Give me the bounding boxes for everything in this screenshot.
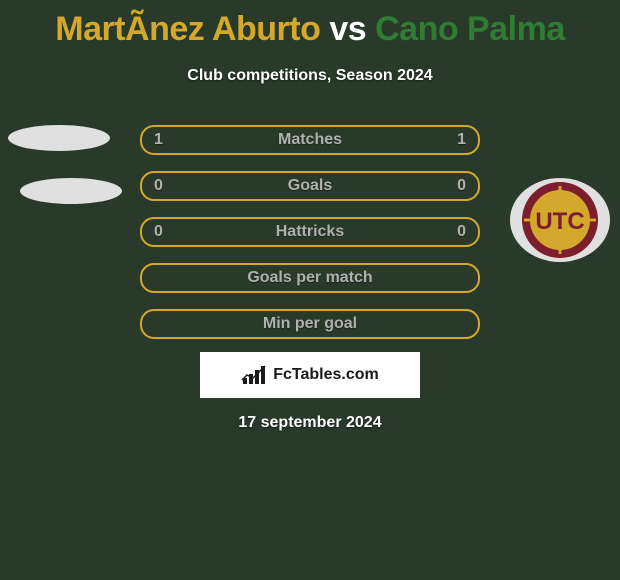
stat-row-hattricks: Hattricks 0 0 — [140, 217, 480, 247]
stat-label: Hattricks — [276, 223, 344, 241]
attribution-box: FcTables.com — [200, 352, 420, 398]
stat-value-left: 0 — [154, 223, 163, 241]
stat-label: Matches — [278, 131, 342, 149]
player2-name: Cano Palma — [375, 10, 565, 48]
stat-label: Min per goal — [263, 315, 357, 333]
stat-row-matches: Matches 1 1 — [140, 125, 480, 155]
stat-value-right: 0 — [457, 223, 466, 241]
vs-text: vs — [320, 10, 375, 48]
date-text: 17 september 2024 — [0, 414, 620, 432]
comparison-title: MartÃnez Aburto vs Cano Palma — [0, 0, 620, 49]
player-badge-placeholder — [8, 125, 110, 151]
stat-row-goals: Goals 0 0 — [140, 171, 480, 201]
badge-text: UTC — [535, 208, 584, 235]
attribution-text: FcTables.com — [273, 366, 379, 384]
stat-value-left: 0 — [154, 177, 163, 195]
stat-value-right: 0 — [457, 177, 466, 195]
stat-row-goals-per-match: Goals per match — [140, 263, 480, 293]
stat-label: Goals — [288, 177, 332, 195]
subtitle: Club competitions, Season 2024 — [0, 67, 620, 85]
stat-row-min-per-goal: Min per goal — [140, 309, 480, 339]
bar-chart-icon — [241, 364, 267, 386]
stat-value-right: 1 — [457, 131, 466, 149]
player-badge-placeholder — [20, 178, 122, 204]
stat-label: Goals per match — [247, 269, 372, 287]
player1-name: MartÃnez Aburto — [55, 10, 320, 48]
club-badge: UTC — [510, 178, 610, 262]
stat-value-left: 1 — [154, 131, 163, 149]
